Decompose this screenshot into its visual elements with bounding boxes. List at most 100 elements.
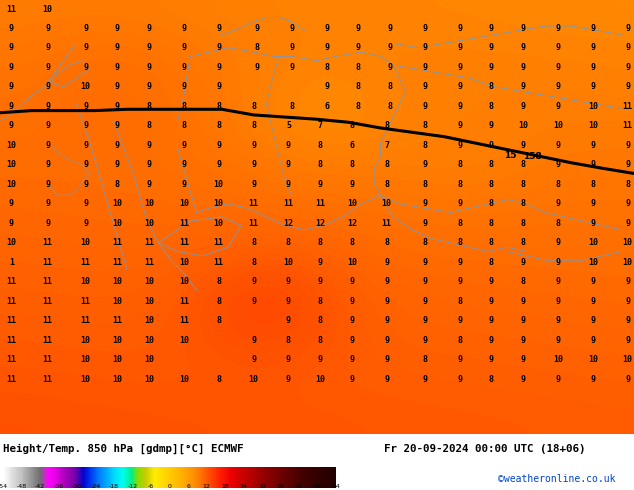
Text: 6: 6: [349, 141, 354, 150]
Text: 9: 9: [521, 63, 526, 72]
Text: 8: 8: [216, 317, 221, 325]
Text: 9: 9: [9, 24, 14, 33]
Text: 9: 9: [521, 258, 526, 267]
Text: 8: 8: [521, 219, 526, 228]
Text: 8: 8: [457, 160, 462, 169]
Text: 9: 9: [422, 297, 427, 306]
Text: 10: 10: [112, 336, 122, 345]
Text: 11: 11: [6, 355, 16, 365]
Text: 8: 8: [422, 238, 427, 247]
Text: 9: 9: [422, 82, 427, 91]
Text: 9: 9: [115, 141, 120, 150]
Text: 9: 9: [83, 63, 88, 72]
Text: 9: 9: [625, 160, 630, 169]
Text: 8: 8: [318, 317, 323, 325]
Text: 9: 9: [590, 277, 595, 286]
Text: 9: 9: [590, 82, 595, 91]
Text: 8: 8: [181, 121, 186, 130]
Text: -6: -6: [148, 484, 154, 489]
Text: 9: 9: [555, 63, 560, 72]
Text: 6: 6: [324, 102, 329, 111]
Text: 9: 9: [555, 141, 560, 150]
Text: 9: 9: [289, 43, 294, 52]
Text: 9: 9: [422, 43, 427, 52]
Text: 9: 9: [457, 317, 462, 325]
Text: -48: -48: [16, 484, 27, 489]
Text: 9: 9: [181, 63, 186, 72]
Text: 11: 11: [6, 317, 16, 325]
Text: 9: 9: [387, 43, 392, 52]
Text: 9: 9: [457, 355, 462, 365]
Text: 9: 9: [625, 277, 630, 286]
Text: 10: 10: [588, 355, 598, 365]
Text: 9: 9: [590, 43, 595, 52]
Text: 10: 10: [42, 5, 53, 14]
Text: 9: 9: [555, 24, 560, 33]
Text: 11: 11: [179, 297, 189, 306]
Text: 12: 12: [347, 219, 357, 228]
Text: 8: 8: [489, 102, 494, 111]
Text: 9: 9: [181, 24, 186, 33]
Text: 8: 8: [286, 336, 291, 345]
Text: 9: 9: [83, 180, 88, 189]
Text: 9: 9: [349, 375, 354, 384]
Text: 10: 10: [144, 199, 154, 208]
Text: 9: 9: [521, 141, 526, 150]
Text: 9: 9: [457, 375, 462, 384]
Text: 9: 9: [521, 317, 526, 325]
Text: 9: 9: [9, 43, 14, 52]
Text: 8: 8: [489, 199, 494, 208]
Text: 8: 8: [349, 238, 354, 247]
Text: 10: 10: [144, 297, 154, 306]
Text: 8: 8: [422, 180, 427, 189]
Text: 8: 8: [521, 199, 526, 208]
Text: 9: 9: [590, 199, 595, 208]
Text: 9: 9: [146, 82, 152, 91]
Text: 9: 9: [216, 160, 221, 169]
Text: 10: 10: [112, 277, 122, 286]
Text: 9: 9: [625, 43, 630, 52]
Text: 8: 8: [489, 238, 494, 247]
Text: 9: 9: [489, 355, 494, 365]
Text: 9: 9: [349, 336, 354, 345]
Text: 9: 9: [625, 219, 630, 228]
Text: 11: 11: [6, 336, 16, 345]
Text: -54: -54: [0, 484, 8, 489]
Text: 9: 9: [349, 355, 354, 365]
Text: 8: 8: [387, 82, 392, 91]
Text: 24: 24: [240, 484, 247, 489]
Text: 8: 8: [489, 180, 494, 189]
Text: 10: 10: [382, 199, 392, 208]
Text: 10: 10: [112, 355, 122, 365]
Text: 9: 9: [349, 277, 354, 286]
Text: 12: 12: [315, 219, 325, 228]
Text: 9: 9: [590, 141, 595, 150]
Text: 11: 11: [382, 219, 392, 228]
Text: 9: 9: [625, 82, 630, 91]
Text: 9: 9: [555, 277, 560, 286]
Text: 10: 10: [623, 355, 633, 365]
Text: 9: 9: [387, 24, 392, 33]
Text: 9: 9: [286, 277, 291, 286]
Text: 7: 7: [384, 141, 389, 150]
Text: 9: 9: [216, 141, 221, 150]
Text: 9: 9: [251, 180, 256, 189]
Text: 10: 10: [518, 121, 528, 130]
Text: 10: 10: [179, 258, 189, 267]
Text: 10: 10: [214, 180, 224, 189]
Text: 9: 9: [45, 43, 50, 52]
Text: 11: 11: [112, 317, 122, 325]
Text: 9: 9: [45, 160, 50, 169]
Text: 9: 9: [384, 277, 389, 286]
Text: 9: 9: [83, 141, 88, 150]
Text: 8: 8: [251, 238, 256, 247]
Text: 9: 9: [590, 336, 595, 345]
Text: 9: 9: [555, 43, 560, 52]
Text: 9: 9: [324, 24, 329, 33]
Text: 10: 10: [588, 102, 598, 111]
Text: 9: 9: [349, 180, 354, 189]
Text: Height/Temp. 850 hPa [gdmp][°C] ECMWF: Height/Temp. 850 hPa [gdmp][°C] ECMWF: [3, 444, 243, 454]
Text: 10: 10: [249, 375, 259, 384]
Text: 9: 9: [45, 180, 50, 189]
Text: 8: 8: [216, 375, 221, 384]
